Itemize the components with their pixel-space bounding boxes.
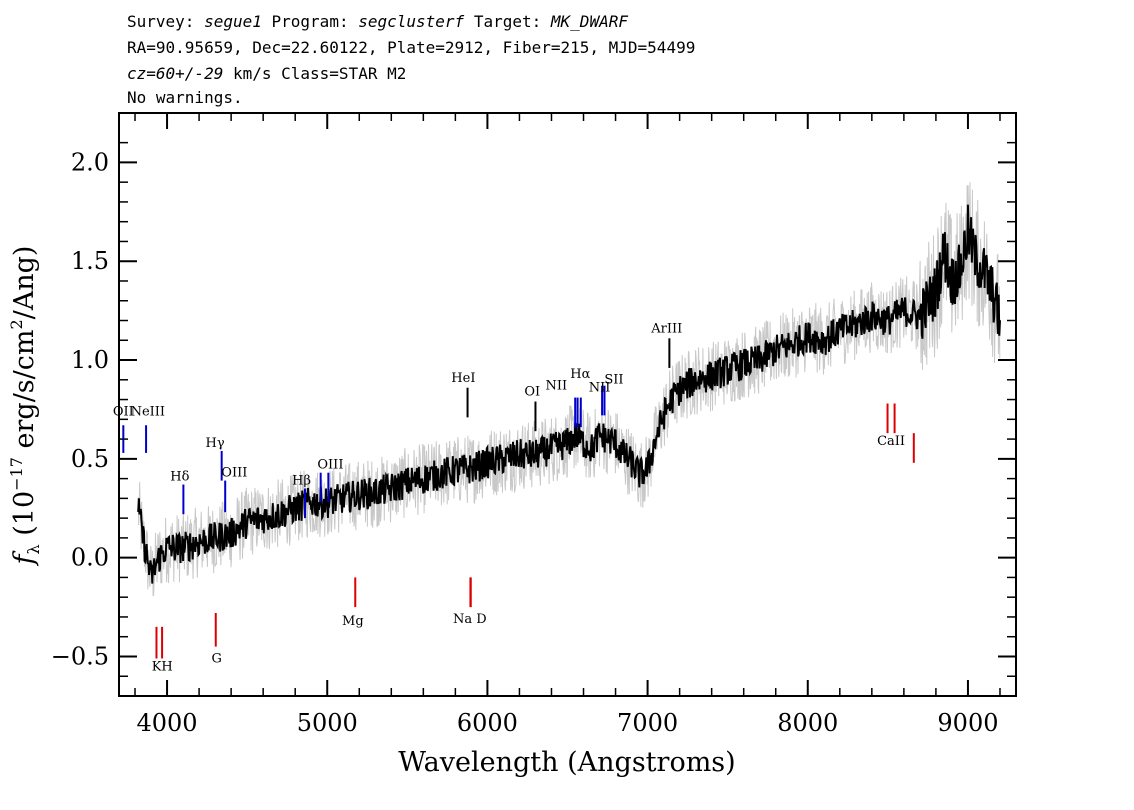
program-value: segclusterf xyxy=(358,12,465,31)
header-line-2: RA=90.95659, Dec=22.60122, Plate=2912, F… xyxy=(127,38,696,57)
x-tick-label: 7000 xyxy=(617,709,678,737)
x-axis-label: Wavelength (Angstroms) xyxy=(398,747,735,778)
line-label: OI xyxy=(524,385,540,400)
y-tick-label: 2.0 xyxy=(71,148,109,176)
line-label: HeI xyxy=(451,371,475,386)
y-tick-label: −0.5 xyxy=(51,642,109,670)
error-spectrum-series xyxy=(137,182,1001,597)
line-label: ArIII xyxy=(650,321,682,336)
line-label: Na D xyxy=(453,612,487,627)
line-label: NeIII xyxy=(131,404,165,419)
line-label: Mg xyxy=(342,614,364,629)
x-tick-label: 4000 xyxy=(137,709,198,737)
line-label: NII xyxy=(545,379,567,394)
line-label: NII xyxy=(589,381,611,396)
line-label: Hβ xyxy=(292,474,311,489)
y-tick-label: 0.5 xyxy=(71,445,109,473)
line-label: OIII xyxy=(317,458,343,473)
header-line-1: Survey: segue1 Program: segclusterf Targ… xyxy=(127,12,628,31)
line-label: SII xyxy=(604,373,623,388)
flux-spectrum-series xyxy=(137,204,1001,584)
line-label: OII xyxy=(113,404,134,419)
header-line-4: No warnings. xyxy=(127,88,243,107)
header-line-3: cz=60+/-29 km/s Class=STAR M2 xyxy=(127,64,407,83)
line-label: OIII xyxy=(221,466,247,481)
y-tick-label: 1.5 xyxy=(71,247,109,275)
y-tick-label: 1.0 xyxy=(71,346,109,374)
target-value: MK_DWARF xyxy=(550,12,628,31)
plot-frame xyxy=(118,112,1017,697)
line-label: G xyxy=(212,651,222,666)
survey-value: segue1 xyxy=(204,12,262,31)
line-label: KH xyxy=(152,659,173,674)
x-tick-label: 8000 xyxy=(777,709,838,737)
line-label: CaII xyxy=(877,434,905,449)
x-tick-label: 6000 xyxy=(457,709,518,737)
x-tick-label: 5000 xyxy=(297,709,358,737)
y-axis-label: fλ (10−17 erg/s/cm2/Ang) xyxy=(7,246,43,567)
cz-value: cz=60+/-29 xyxy=(127,64,224,83)
line-label: Hα xyxy=(570,367,590,382)
line-label: Hγ xyxy=(206,436,225,451)
y-tick-label: 0.0 xyxy=(71,544,109,572)
line-label: Hδ xyxy=(170,470,189,485)
x-tick-label: 9000 xyxy=(937,709,998,737)
